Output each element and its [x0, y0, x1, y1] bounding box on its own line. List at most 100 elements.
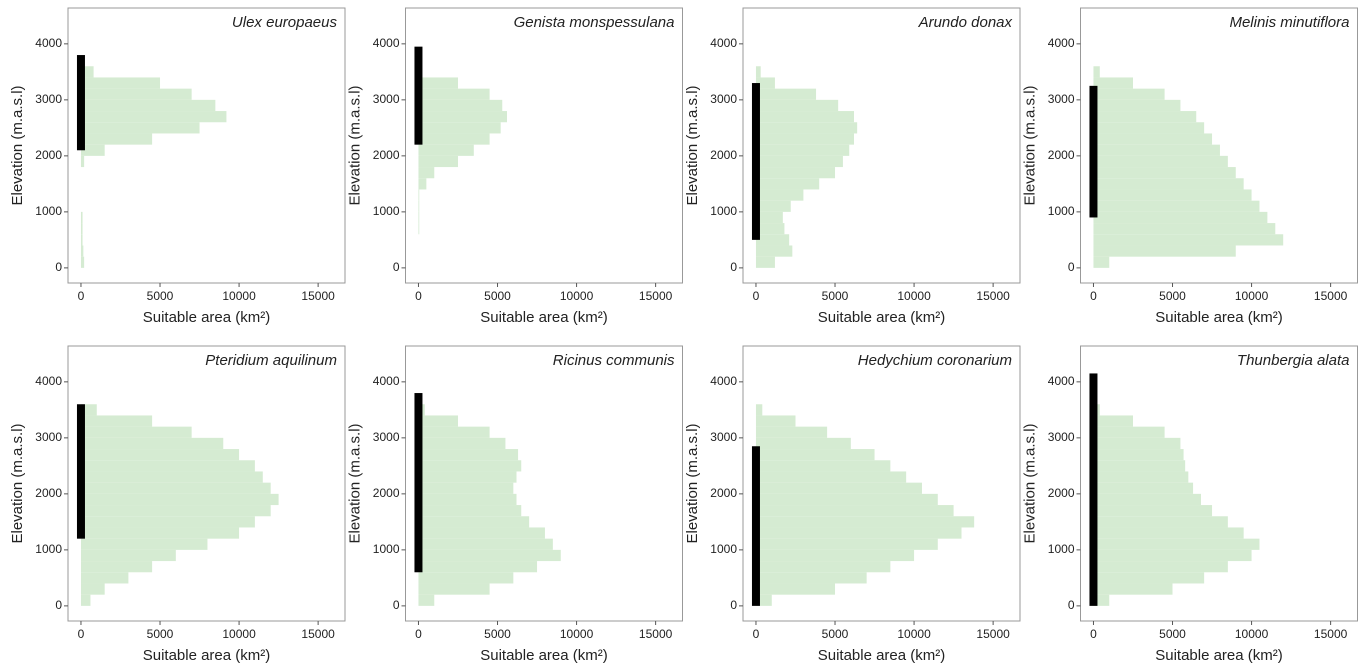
y-tick-label: 4000 — [35, 374, 62, 388]
bar — [755, 256, 775, 268]
bar — [80, 527, 240, 539]
bar — [80, 88, 192, 100]
x-tick-label: 5000 — [1159, 627, 1186, 641]
bar — [755, 437, 851, 450]
x-axis-label: Suitable area (km²) — [818, 309, 946, 326]
bar — [80, 538, 208, 550]
panel-title: Ricinus communis — [553, 352, 675, 369]
bar — [418, 505, 522, 517]
bar — [755, 572, 867, 584]
bar — [755, 122, 858, 134]
bar — [80, 449, 240, 461]
bar — [418, 527, 545, 539]
y-tick-label: 2000 — [373, 148, 400, 162]
bar — [1093, 460, 1186, 472]
bar — [755, 200, 791, 212]
bar — [80, 594, 91, 606]
bar — [1093, 66, 1100, 78]
x-tick-label: 0 — [415, 289, 422, 303]
bar — [1093, 133, 1213, 145]
y-tick-label: 4000 — [35, 36, 62, 50]
bar — [755, 155, 843, 168]
bar — [755, 426, 828, 438]
bar — [1093, 99, 1181, 112]
y-tick-label: 1000 — [1048, 204, 1075, 218]
bar — [1093, 572, 1205, 584]
bar — [755, 516, 975, 528]
x-tick-label: 5000 — [1159, 289, 1186, 303]
x-tick-label: 10000 — [1235, 289, 1269, 303]
bar — [80, 572, 129, 584]
x-tick-label: 15000 — [639, 627, 673, 641]
panel-title: Melinis minutiflora — [1229, 14, 1349, 31]
range-bar — [76, 404, 85, 539]
bar — [80, 234, 83, 246]
bar — [1093, 505, 1213, 517]
bar — [418, 561, 538, 573]
y-tick-label: 2000 — [710, 486, 737, 500]
bar — [418, 77, 458, 89]
bar — [418, 99, 503, 112]
y-axis-label: Elevation (m.a.s.l) — [684, 85, 701, 205]
y-tick-label: 1000 — [1048, 542, 1075, 556]
x-tick-label: 15000 — [976, 289, 1010, 303]
x-tick-label: 0 — [78, 289, 85, 303]
bar — [80, 426, 192, 438]
x-tick-label: 0 — [753, 627, 760, 641]
bar — [418, 111, 508, 123]
bar — [755, 415, 796, 427]
y-axis-label: Elevation (m.a.s.l) — [9, 423, 26, 543]
bar — [1093, 122, 1205, 134]
bar — [1093, 155, 1228, 168]
y-tick-label: 4000 — [1048, 36, 1075, 50]
bar — [418, 144, 474, 156]
bar — [418, 583, 490, 595]
bar — [80, 133, 153, 145]
bar — [1093, 449, 1184, 461]
x-axis-label: Suitable area (km²) — [143, 647, 271, 664]
bar — [80, 583, 105, 595]
bar — [755, 111, 854, 123]
bar — [755, 189, 804, 201]
bar — [1093, 144, 1220, 156]
bar — [755, 77, 775, 89]
range-bar — [76, 55, 85, 151]
bar — [755, 505, 954, 517]
x-tick-label: 10000 — [222, 289, 256, 303]
bar — [755, 561, 891, 573]
x-tick-label: 15000 — [301, 627, 335, 641]
bar — [80, 516, 255, 528]
panel: 0 5000 10000 15000 0 1000 2000 3000 4000 Genista … — [346, 7, 683, 326]
x-tick-label: 5000 — [484, 627, 511, 641]
plot-frame — [67, 7, 346, 284]
bar — [418, 223, 420, 235]
bar — [418, 211, 420, 224]
bar — [1093, 189, 1252, 201]
bar — [755, 549, 915, 562]
range-bar — [414, 46, 423, 145]
bar — [755, 460, 891, 472]
y-tick-label: 3000 — [373, 430, 400, 444]
x-axis-label: Suitable area (km²) — [480, 647, 608, 664]
bar — [1093, 561, 1228, 573]
bar — [755, 449, 875, 461]
x-tick-label: 5000 — [147, 289, 174, 303]
bar — [1093, 482, 1194, 494]
bar — [418, 189, 420, 201]
y-tick-label: 0 — [1068, 598, 1075, 612]
y-tick-label: 0 — [1068, 260, 1075, 274]
bar — [418, 122, 501, 134]
bar — [418, 482, 514, 494]
x-tick-label: 10000 — [560, 289, 594, 303]
x-tick-label: 5000 — [484, 289, 511, 303]
y-tick-label: 2000 — [1048, 486, 1075, 500]
x-tick-label: 10000 — [897, 289, 931, 303]
bar — [80, 211, 83, 224]
bar — [1093, 583, 1173, 595]
y-tick-label: 3000 — [710, 430, 737, 444]
x-tick-label: 5000 — [147, 627, 174, 641]
bar — [755, 482, 922, 494]
bar — [755, 538, 938, 550]
y-axis-label: Elevation (m.a.s.l) — [684, 423, 701, 543]
y-tick-label: 2000 — [35, 486, 62, 500]
